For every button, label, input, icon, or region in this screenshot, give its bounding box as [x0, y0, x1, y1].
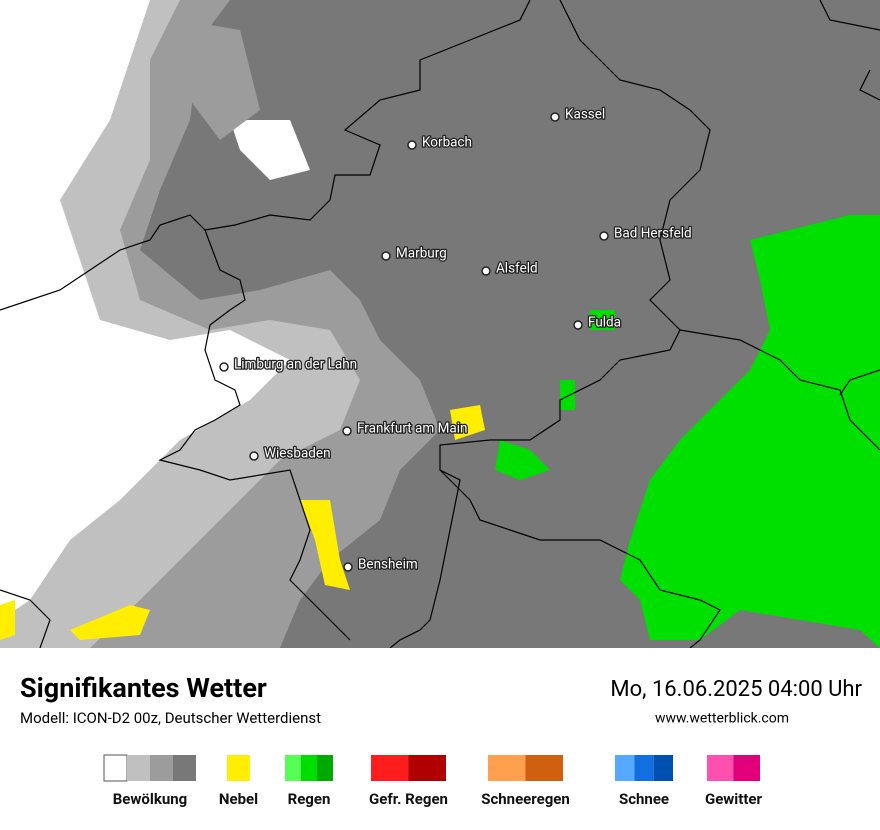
- state-border: [0, 0, 531, 311]
- legend-swatch: [488, 755, 526, 781]
- fog-area: [300, 500, 350, 590]
- cloud-clear: [0, 0, 290, 620]
- city-dot: [343, 562, 353, 572]
- city-dot: [550, 112, 560, 122]
- legend-swatch: [408, 755, 446, 781]
- city-dot: [599, 231, 609, 241]
- legend-label: Regen: [288, 790, 331, 808]
- legend-label: Schnee: [619, 790, 669, 808]
- state-border: [0, 589, 51, 648]
- state-border: [859, 69, 880, 101]
- state-border: [570, 539, 721, 648]
- legend-label: Gefr. Regen: [369, 790, 448, 808]
- fog-area: [0, 600, 15, 640]
- fog-area: [450, 405, 485, 440]
- city-label: Wiesbaden: [264, 446, 331, 462]
- city-label: Limburg an der Lahn: [234, 357, 357, 373]
- weather-map: Kassel Korbach Bad Hersfeld Marburg Alsfeld F…: [0, 0, 880, 648]
- legend-swatch: [285, 755, 301, 781]
- city-dot: [481, 266, 491, 276]
- legend-label: Schneeregen: [481, 790, 570, 808]
- state-border: [158, 229, 351, 641]
- state-border: [679, 329, 880, 451]
- legend-swatch: [103, 754, 128, 782]
- city-label: Bensheim: [358, 557, 418, 573]
- legend-label: Bewölkung: [113, 790, 188, 808]
- city-label: Marburg: [396, 246, 447, 262]
- legend-label: Nebel: [219, 790, 258, 808]
- cloud-clear: [230, 120, 310, 180]
- legend-swatch: [707, 755, 734, 781]
- city-label: Fulda: [588, 315, 621, 331]
- rain-area: [560, 380, 575, 410]
- state-border: [439, 469, 570, 541]
- legend-swatch: [173, 755, 196, 781]
- datetime: Mo, 16.06.2025 04:00 Uhr: [610, 677, 862, 702]
- legend-swatch: [371, 755, 409, 781]
- rain-area: [590, 310, 615, 330]
- info-panel: Signifikantes Wetter Modell: ICON-D2 00z…: [20, 672, 863, 808]
- legend-swatch: [150, 755, 173, 781]
- subtitle: Modell: ICON-D2 00z, Deutscher Wetterdie…: [20, 709, 321, 727]
- cloud-medium: [180, 20, 260, 140]
- city-dot: [219, 362, 229, 372]
- city-label: Kassel: [565, 107, 605, 123]
- website: www.wetterblick.com: [655, 711, 789, 727]
- rain-area: [495, 440, 550, 480]
- city-dot: [342, 426, 352, 436]
- city-label: Bad Hersfeld: [614, 226, 692, 242]
- legend-swatch: [733, 755, 760, 781]
- legend-swatch: [615, 755, 635, 781]
- fog-area: [70, 605, 150, 640]
- city-dot: [573, 320, 583, 330]
- city-label: Frankfurt am Main: [357, 421, 467, 437]
- city-dot: [407, 140, 417, 150]
- legend-swatch: [301, 755, 317, 781]
- legend-swatch: [634, 755, 654, 781]
- legend-swatch: [127, 755, 150, 781]
- state-border: [389, 0, 711, 648]
- city-label: Alsfeld: [496, 261, 538, 277]
- city-dot: [249, 451, 259, 461]
- legend-swatch: [227, 755, 250, 781]
- city-label: Korbach: [422, 135, 472, 151]
- rain-area: [620, 215, 880, 648]
- legend-swatch: [317, 755, 333, 781]
- legend-swatch: [525, 755, 563, 781]
- legend-swatch: [653, 755, 673, 781]
- city-dot: [381, 251, 391, 261]
- state-border: [839, 369, 880, 396]
- state-border: [819, 0, 880, 31]
- legend-label: Gewitter: [705, 790, 763, 808]
- title: Signifikantes Wetter: [20, 672, 267, 704]
